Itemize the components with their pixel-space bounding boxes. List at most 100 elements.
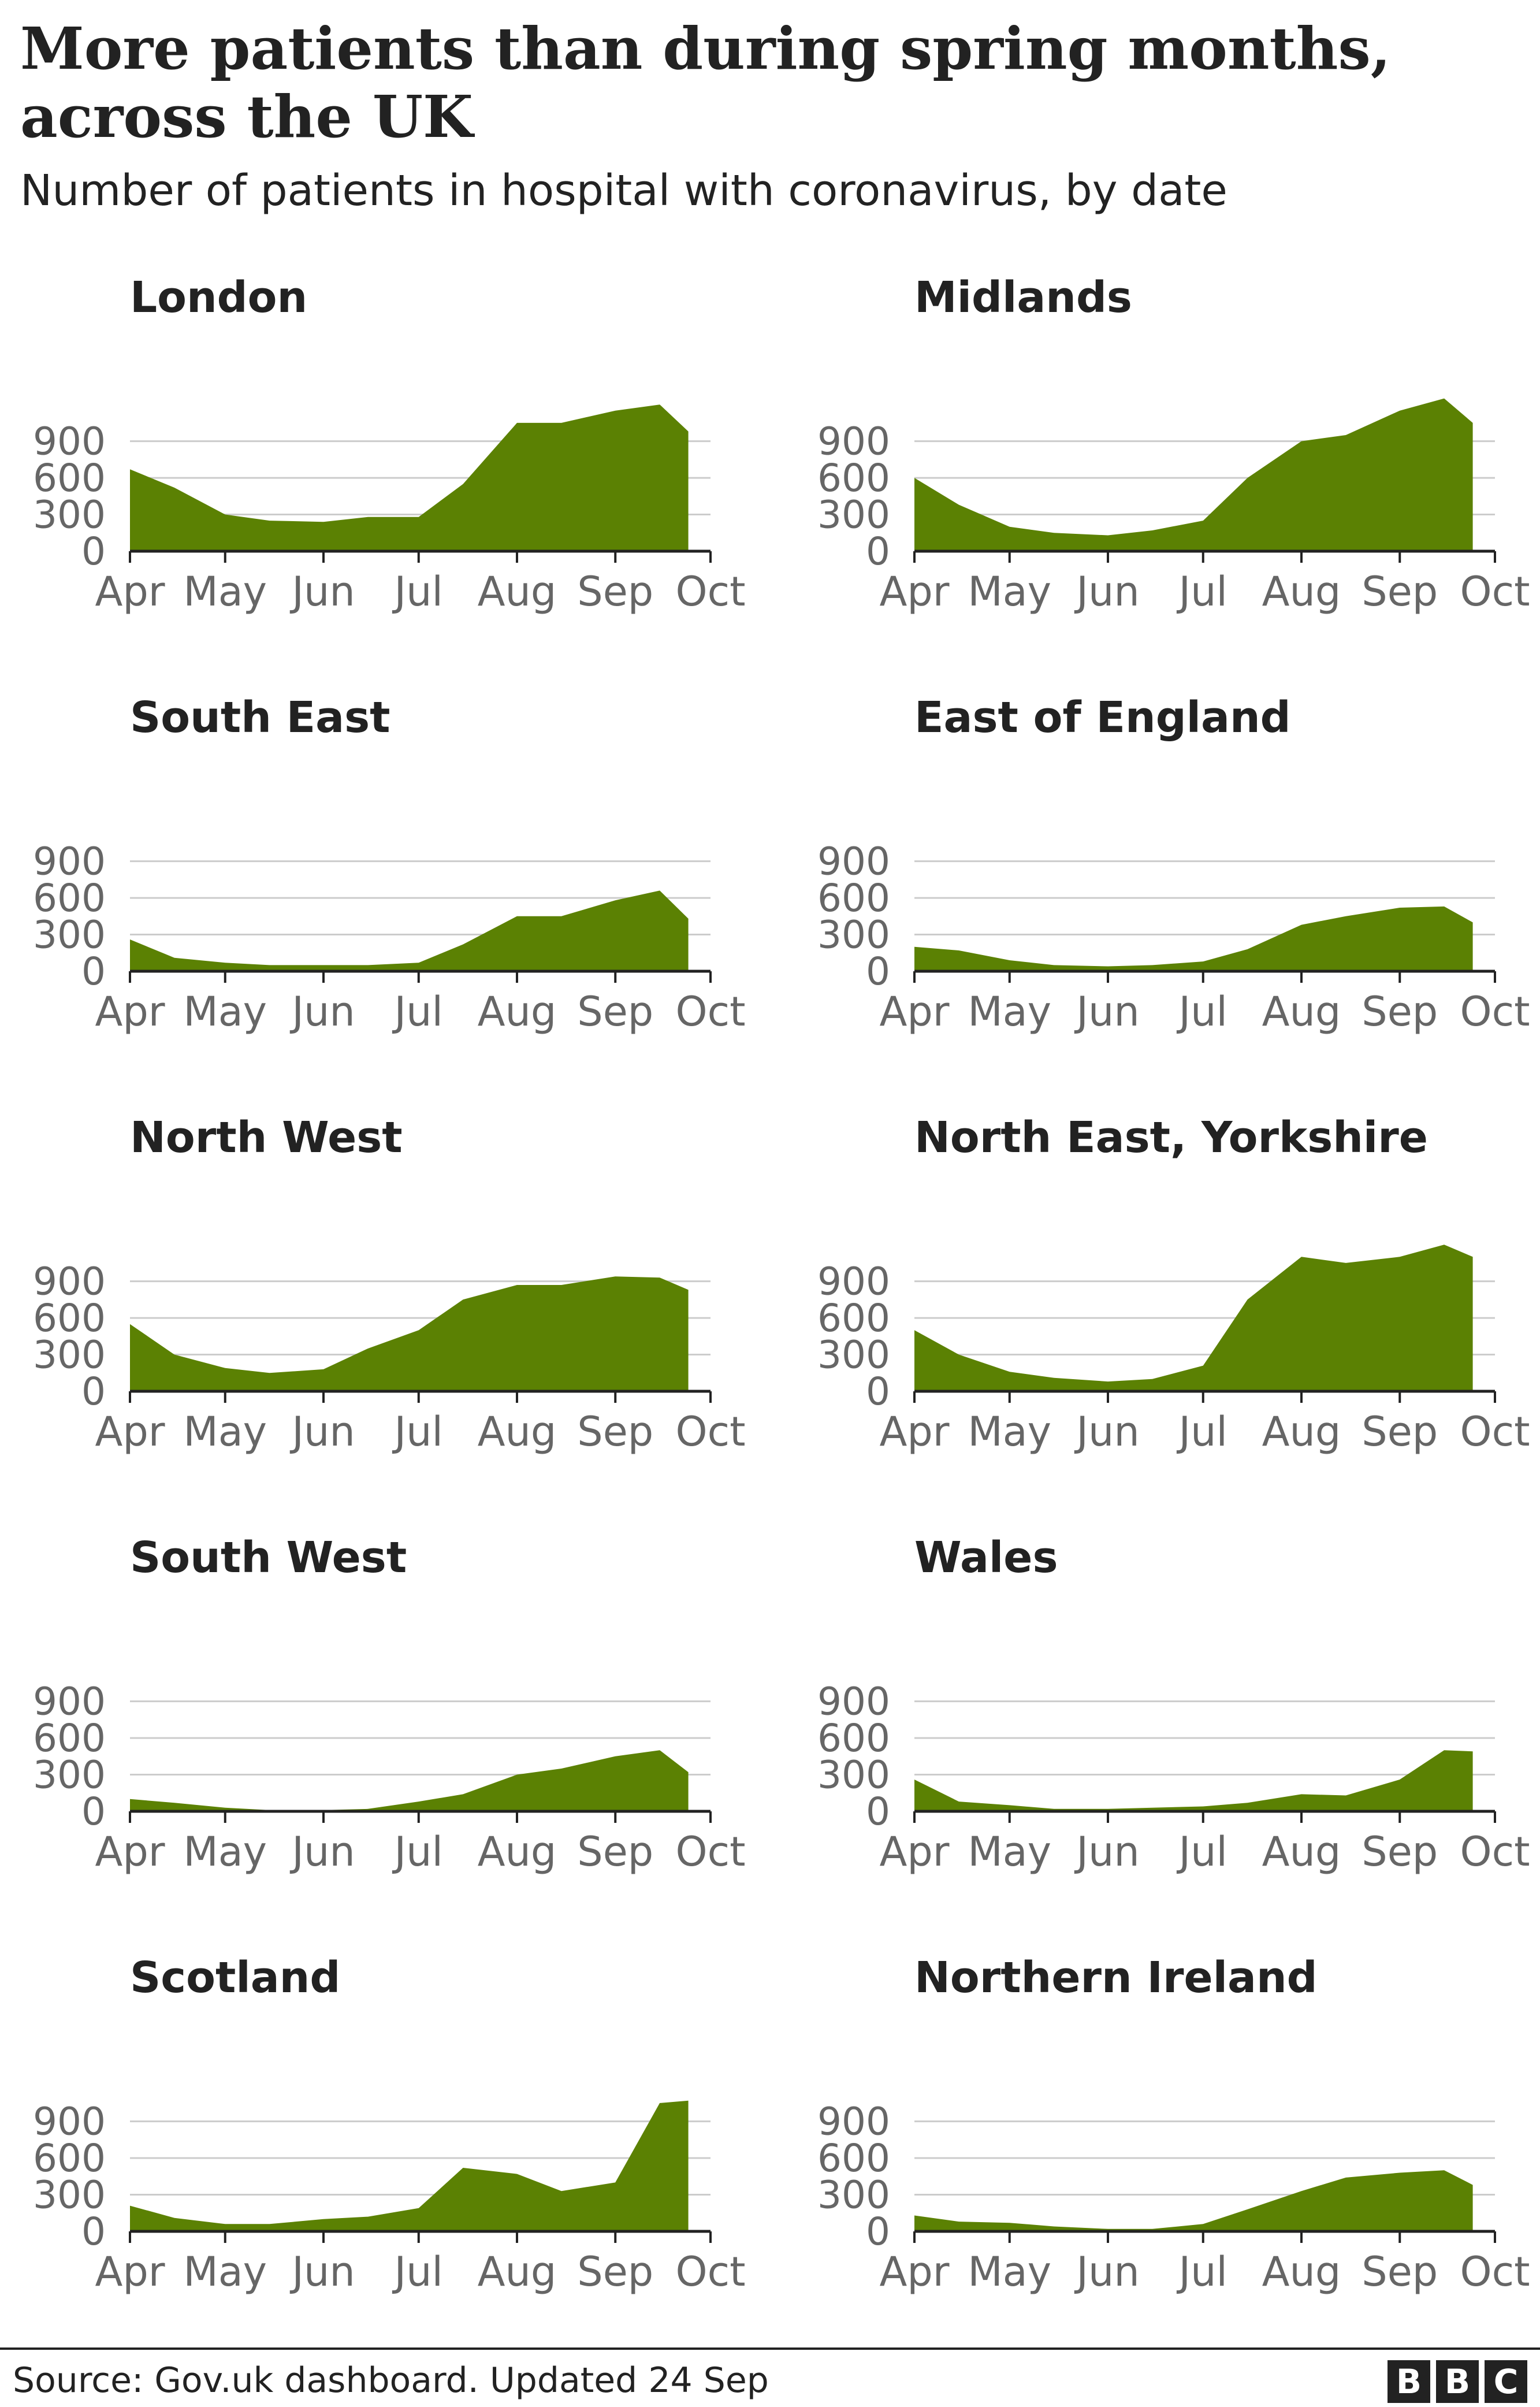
- panel-north-east-yorkshire: North East, Yorkshire 0 300 600 900 Apr May Ju…: [805, 1112, 1540, 1532]
- x-tick-label: Jul: [392, 2248, 443, 2295]
- x-tick-label: Sep: [1362, 1408, 1438, 1455]
- y-tick-label: 0: [866, 1369, 890, 1414]
- x-tick-label: Jun: [289, 2248, 355, 2295]
- panel-london: London 0 300 600 900 Apr May Jun Jul Aug Sep Oct: [20, 272, 783, 692]
- y-tick-label: 0: [81, 2209, 106, 2254]
- x-tick-label: Jun: [1074, 2248, 1139, 2295]
- x-tick-label: Jul: [392, 1408, 443, 1455]
- area-series: [130, 2100, 689, 2231]
- x-tick-label: Jun: [289, 568, 355, 615]
- bbc-logo-letter: B: [1388, 2360, 1430, 2403]
- y-tick-label: 0: [81, 1369, 106, 1414]
- panel-title: North West: [130, 1113, 403, 1162]
- x-tick-label: Jul: [1177, 1408, 1227, 1455]
- x-tick-label: Apr: [879, 1828, 949, 1875]
- y-tick-label: 600: [817, 876, 890, 920]
- x-tick-label: Jun: [1074, 1408, 1139, 1455]
- x-tick-label: Oct: [675, 568, 745, 615]
- x-tick-label: Aug: [1262, 988, 1341, 1035]
- y-tick-label: 600: [33, 876, 106, 920]
- panel-title: North East, Yorkshire: [914, 1113, 1428, 1162]
- x-tick-label: Jun: [1074, 568, 1139, 615]
- x-tick-label: Aug: [478, 568, 557, 615]
- x-tick-label: Sep: [577, 1828, 653, 1875]
- panel-northern-ireland: Northern Ireland 0 300 600 900 Apr May Jun Jul A…: [805, 1952, 1540, 2372]
- y-tick-label: 0: [866, 2209, 890, 2254]
- chart-subtitle: Number of patients in hospital with coro…: [20, 166, 1227, 216]
- x-tick-label: Jul: [1177, 1828, 1227, 1875]
- x-tick-label: Oct: [675, 1828, 745, 1875]
- x-tick-label: Sep: [1362, 2248, 1438, 2295]
- y-tick-label: 900: [33, 1680, 106, 1724]
- panel-title: Northern Ireland: [914, 1953, 1318, 2003]
- y-tick-label: 900: [817, 1680, 890, 1724]
- x-tick-label: Jul: [392, 1828, 443, 1875]
- x-tick-label: Apr: [95, 1408, 165, 1455]
- panel-title: Scotland: [130, 1953, 341, 2003]
- x-tick-label: Aug: [478, 1828, 557, 1875]
- x-tick-label: Aug: [1262, 2248, 1341, 2295]
- y-tick-label: 300: [33, 913, 106, 957]
- panel-scotland: Scotland 0 300 600 900 Apr May Jun Jul Aug Sep Oct: [20, 1952, 783, 2372]
- y-tick-label: 600: [33, 1716, 106, 1760]
- y-tick-label: 600: [817, 1296, 890, 1340]
- panel-north-west: North West 0 300 600 900 Apr May Jun Jul Aug Sep O…: [20, 1112, 783, 1532]
- source-note: Source: Gov.uk dashboard. Updated 24 Sep: [13, 2360, 769, 2401]
- x-tick-label: May: [968, 1408, 1051, 1455]
- y-tick-label: 300: [33, 1753, 106, 1797]
- x-tick-label: Oct: [1460, 988, 1530, 1035]
- y-tick-label: 0: [866, 529, 890, 574]
- x-tick-label: May: [183, 2248, 267, 2295]
- x-tick-label: May: [183, 1408, 267, 1455]
- y-tick-label: 300: [33, 493, 106, 537]
- panel-title: South East: [130, 693, 390, 742]
- x-tick-label: Sep: [577, 1408, 653, 1455]
- footer-divider: [0, 2347, 1540, 2350]
- panel-east-of-england: East of England 0 300 600 900 Apr May Jun Jul Au…: [805, 692, 1540, 1112]
- x-tick-label: Aug: [1262, 1408, 1341, 1455]
- y-tick-label: 300: [33, 1333, 106, 1377]
- x-tick-label: Sep: [1362, 988, 1438, 1035]
- bbc-logo: B B C: [1388, 2360, 1527, 2403]
- x-tick-label: Jun: [1074, 1828, 1139, 1875]
- x-tick-label: Sep: [577, 988, 653, 1035]
- x-tick-label: Apr: [95, 2248, 165, 2295]
- y-tick-label: 600: [33, 2136, 106, 2181]
- panel-title: London: [130, 273, 308, 322]
- x-tick-label: Oct: [675, 1408, 745, 1455]
- x-tick-label: Jul: [1177, 568, 1227, 615]
- x-tick-label: Jun: [289, 988, 355, 1035]
- x-tick-label: May: [968, 988, 1051, 1035]
- x-tick-label: May: [183, 988, 267, 1035]
- x-tick-label: Oct: [675, 2248, 745, 2295]
- y-tick-label: 600: [817, 2136, 890, 2181]
- area-series: [130, 1276, 689, 1391]
- x-tick-label: Apr: [879, 568, 949, 615]
- y-tick-label: 900: [817, 419, 890, 464]
- x-tick-label: Sep: [577, 2248, 653, 2295]
- x-tick-label: Aug: [1262, 1828, 1341, 1875]
- y-tick-label: 600: [817, 456, 890, 500]
- x-tick-label: Apr: [879, 2248, 949, 2295]
- y-tick-label: 900: [33, 419, 106, 464]
- panel-south-west: South West 0 300 600 900 Apr May Jun Jul Aug Sep O…: [20, 1532, 783, 1952]
- x-tick-label: Apr: [879, 988, 949, 1035]
- y-tick-label: 0: [81, 1789, 106, 1834]
- y-tick-label: 600: [817, 1716, 890, 1760]
- y-tick-label: 0: [866, 949, 890, 994]
- panel-south-east: South East 0 300 600 900 Apr May Jun Jul Aug Sep O…: [20, 692, 783, 1112]
- bbc-logo-letter: B: [1436, 2360, 1479, 2403]
- x-tick-label: Jul: [392, 568, 443, 615]
- y-tick-label: 300: [817, 1753, 890, 1797]
- y-tick-label: 300: [817, 913, 890, 957]
- x-tick-label: Jun: [289, 1408, 355, 1455]
- area-series: [914, 398, 1473, 551]
- y-tick-label: 0: [81, 949, 106, 994]
- y-tick-label: 600: [33, 456, 106, 500]
- x-tick-label: May: [968, 1828, 1051, 1875]
